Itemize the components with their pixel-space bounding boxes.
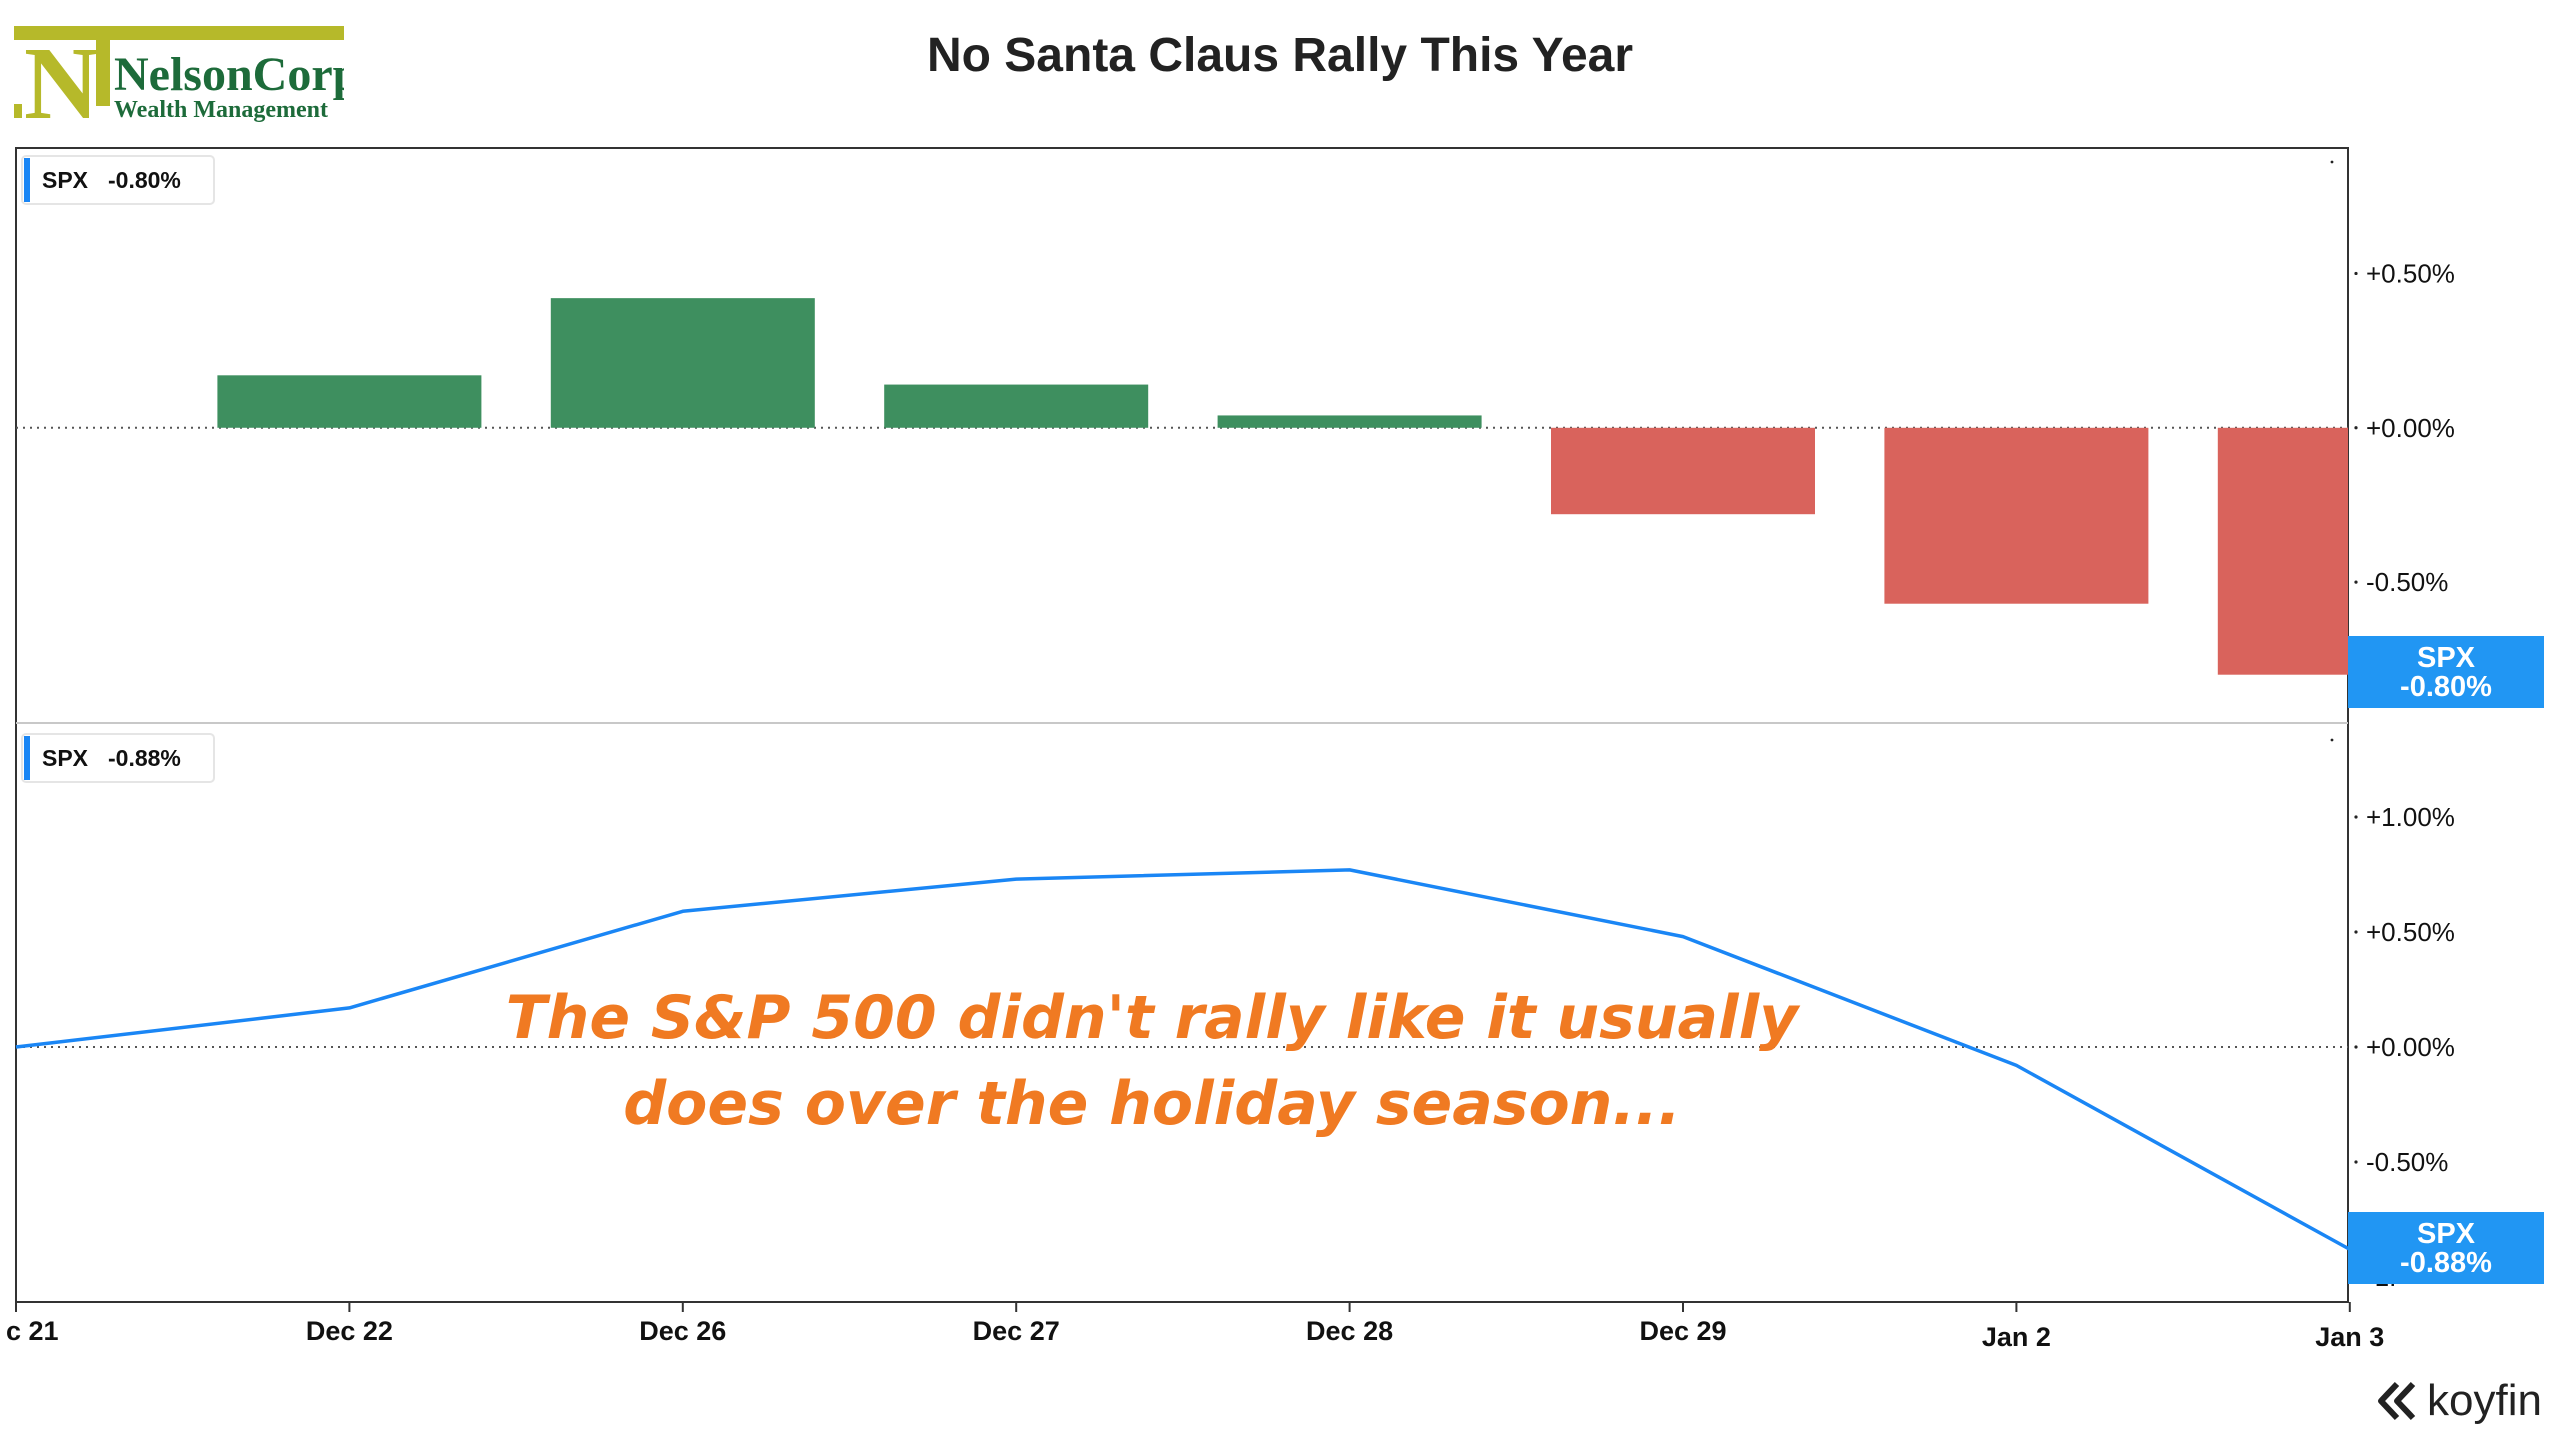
koyfin-icon (2378, 1381, 2416, 1421)
x-axis: c 21 Dec 22 Dec 26 Dec 27 Dec 28 Dec 29 Jan 2 J… (6, 1302, 2384, 1352)
bottom-y-tick-mark (2354, 1160, 2358, 1164)
bar-dec-27 (884, 384, 1149, 428)
bottom-legend-box (21, 733, 215, 783)
logo-frame (14, 26, 344, 106)
bottom-y-axis: +1.00%+0.50%+0.00%-0.50%-1. (2330, 738, 2455, 1292)
top-legend-box (21, 155, 215, 205)
bottom-y-tick-mark (2354, 930, 2358, 934)
bottom-y-tick-label: -0.50% (2366, 1147, 2448, 1177)
bottom-y-tick-label: +1.00% (2366, 802, 2455, 832)
top-legend-symbol: SPX (42, 167, 89, 193)
top-callout-symbol: SPX (2417, 642, 2476, 674)
top-last-value-callout: SPX -0.80% (2348, 636, 2544, 708)
bottom-y-tick-mark (2354, 815, 2358, 819)
annotation-line-1: The S&P 500 didn't rally like it usually (506, 983, 1801, 1053)
bottom-callout-box (2348, 1212, 2544, 1284)
bottom-y-tick-label: +0.00% (2366, 1032, 2455, 1062)
top-bars (217, 298, 2348, 675)
logo-letter: N (24, 26, 99, 126)
top-y-tick-label: -0.50% (2366, 567, 2448, 597)
koyfin-wordmark: koyfin (2427, 1376, 2542, 1425)
bottom-y-tick-label: +0.50% (2366, 917, 2455, 947)
top-callout-value: -0.80% (2400, 671, 2492, 703)
bottom-panel: +1.00%+0.50%+0.00%-0.50%-1. SPX -0.88% (15, 733, 2455, 1292)
spx-cumulative-line (15, 868, 2351, 1251)
logo-name: NelsonCorp (114, 48, 344, 101)
x-tick-label: Jan 2 (1982, 1322, 2051, 1352)
logo-frame-foot (14, 104, 22, 118)
top-y-tick-mark (2354, 580, 2358, 584)
top-callout-box (2348, 636, 2544, 708)
x-tick-label: Dec 22 (306, 1316, 393, 1346)
x-tick-label: Jan 3 (2315, 1322, 2384, 1352)
chart-frame (15, 147, 2349, 1303)
top-y-tick-mark (2354, 271, 2358, 276)
top-legend-value: -0.80% (108, 167, 181, 193)
top-y-tick-mark (2354, 426, 2358, 430)
top-legend[interactable]: SPX -0.80% (21, 155, 215, 205)
bottom-legend-swatch (24, 736, 30, 780)
top-corner-dot (2330, 160, 2334, 164)
top-panel: +0.50% +0.00% -0.50% SPX -0.80% (16, 155, 2455, 675)
x-tick-label: Dec 26 (639, 1316, 726, 1346)
bottom-callout-value: -0.88% (2400, 1247, 2492, 1279)
bar-dec-28 (1217, 415, 1482, 428)
top-y-axis: +0.50% +0.00% -0.50% (2330, 160, 2455, 597)
bottom-legend-symbol: SPX (42, 745, 89, 771)
x-tick-label: Dec 27 (973, 1316, 1060, 1346)
bottom-y-tick-mark (2354, 1045, 2358, 1049)
bar-dec-29 (1551, 427, 1815, 515)
bottom-corner-dot (2330, 738, 2334, 742)
bottom-last-value-callout: SPX -0.88% (2348, 1212, 2544, 1284)
x-tick-label: c 21 (6, 1316, 59, 1346)
top-legend-swatch (24, 158, 30, 202)
chart-title: No Santa Claus Rally This Year (926, 29, 1634, 82)
bottom-legend[interactable]: SPX -0.88% (21, 733, 215, 783)
bar-jan-3 (2217, 427, 2348, 675)
koyfin-brand: koyfin (2375, 1376, 2542, 1426)
logo-graphic: N NelsonCorp Wealth Management (14, 26, 359, 141)
x-tick-label: Dec 28 (1306, 1316, 1393, 1346)
top-y-tick-label: +0.50% (2366, 258, 2455, 288)
x-tick-label: Dec 29 (1639, 1316, 1726, 1346)
bar-jan-2 (1884, 427, 2149, 604)
bar-dec-22 (217, 375, 482, 428)
bar-dec-26 (550, 298, 815, 428)
logo-tagline: Wealth Management (114, 97, 328, 123)
bottom-callout-symbol: SPX (2417, 1218, 2476, 1250)
top-y-tick-label: +0.00% (2366, 413, 2455, 443)
bottom-legend-value: -0.88% (108, 745, 181, 771)
nelsoncorp-logo: N NelsonCorp Wealth Management (14, 20, 359, 141)
annotation-line-2: does over the holiday season... (623, 1069, 1681, 1139)
